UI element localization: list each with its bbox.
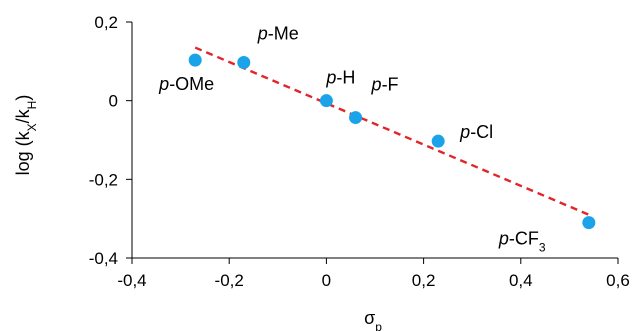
- point-label: p-H: [325, 68, 355, 88]
- x-tick-label: 0,4: [509, 271, 533, 290]
- point-label-part: p: [158, 74, 169, 94]
- point-label-part: p: [325, 68, 336, 88]
- y-axis-title-part: /k: [13, 108, 33, 123]
- x-tick-label: 0,2: [412, 271, 436, 290]
- point-label-part: p: [257, 24, 268, 44]
- y-axis-title-part: H: [25, 101, 39, 110]
- point-label-part: p: [459, 122, 470, 142]
- data-point: [320, 94, 333, 107]
- data-point: [237, 56, 250, 69]
- point-label-part: 3: [539, 241, 546, 255]
- point-label-part: -Cl: [470, 122, 493, 142]
- y-axis-title-part: X: [25, 123, 39, 131]
- y-axis-title: log (kX/kH): [13, 95, 39, 176]
- point-label-part: -OMe: [169, 74, 214, 94]
- y-tick-label: -0,2: [89, 170, 118, 189]
- data-point: [582, 216, 595, 229]
- x-tick-label: -0,4: [117, 271, 146, 290]
- y-axis-title-part: log (k: [13, 130, 33, 175]
- trendline: [195, 48, 589, 215]
- point-label: p-CF3: [498, 229, 546, 255]
- y-tick-label: 0: [109, 92, 118, 111]
- data-point: [349, 111, 362, 124]
- data-point: [189, 54, 202, 67]
- point-label: p-OMe: [158, 74, 214, 94]
- axis-titles: σp log (kX/kH): [13, 95, 382, 331]
- x-tick-label: 0: [322, 271, 331, 290]
- point-label-part: -H: [336, 68, 355, 88]
- data-point: [432, 135, 445, 148]
- point-label-part: -F: [382, 75, 399, 95]
- y-tick-label: 0,2: [94, 13, 118, 32]
- x-tick-label: 0,6: [606, 271, 630, 290]
- point-label: p-F: [371, 75, 399, 95]
- y-tick-label: -0,4: [89, 249, 118, 268]
- point-label-part: -Me: [268, 24, 299, 44]
- point-label-part: -CF: [509, 229, 539, 249]
- point-label-part: p: [371, 75, 382, 95]
- trendline-group: [195, 48, 589, 215]
- point-label: p-Cl: [459, 122, 493, 142]
- x-axis-title-sub: p: [375, 320, 382, 331]
- y-axis-title-part: ): [13, 95, 33, 101]
- x-tick-label: -0,2: [215, 271, 244, 290]
- x-axis-title-base: σ: [364, 308, 375, 328]
- tick-labels: -0,4 -0,2 0 0,2 0,4 0,6 -0,4 -0,2 0 0,2: [89, 13, 630, 290]
- x-axis-title: σp: [364, 308, 382, 331]
- point-label: p-Me: [257, 24, 299, 44]
- point-label-part: p: [498, 229, 509, 249]
